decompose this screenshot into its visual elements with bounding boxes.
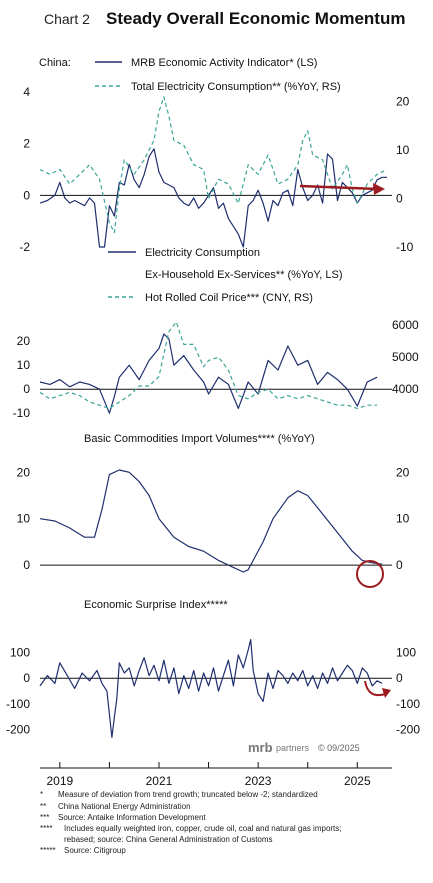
series-line-2-2: [39, 321, 378, 409]
right-tick-label: 20: [396, 95, 410, 109]
left-tick-label: -2: [19, 240, 30, 254]
trend-arrow-line: [299, 184, 379, 191]
footnote-text: Includes equally weighted iron, copper, …: [64, 824, 342, 833]
highlight-circle: [356, 560, 384, 588]
left-tick-label: -100: [6, 697, 30, 711]
left-tick-label: 20: [17, 465, 31, 479]
left-tick-label: 2: [23, 137, 30, 151]
footnote-text: Measure of deviation from trend growth; …: [58, 790, 318, 799]
left-tick-label: 0: [23, 558, 30, 572]
chart-header: Chart 2 Steady Overall Economic Momentum: [0, 0, 433, 40]
brand-copyright: © 09/2025: [318, 743, 360, 753]
trend-arrow-head: [373, 183, 385, 195]
brand-logo: mrb: [248, 740, 273, 755]
left-tick-label: -10: [13, 406, 31, 420]
legend-label-ex-household-line1: Electricity Consumption: [145, 247, 260, 259]
left-tick-label: 100: [10, 645, 30, 659]
chart-canvas: 420-220100-1020100-106000500040002010020…: [6, 57, 420, 788]
right-tick-label: 0: [396, 558, 403, 572]
right-tick-label: 6000: [392, 318, 419, 332]
footnote-mark: *: [40, 790, 44, 799]
left-tick-label: -200: [6, 723, 30, 737]
legend-label-electricity: Total Electricity Consumption** (%YoY, R…: [131, 81, 341, 93]
left-tick-label: 4: [23, 85, 30, 99]
panel-title-commodities: Basic Commodities Import Volumes**** (%Y…: [84, 433, 315, 445]
footnote-text: China National Energy Administration: [58, 802, 191, 811]
right-tick-label: 0: [396, 192, 403, 206]
legend-label-hrc: Hot Rolled Coil Price*** (CNY, RS): [145, 292, 313, 304]
curved-arrow-line: [364, 680, 386, 697]
footnote-mark: **: [40, 802, 47, 811]
right-tick-label: 0: [396, 671, 403, 685]
footnote-text: rebased; source: China General Administr…: [64, 835, 273, 844]
right-tick-label: -100: [396, 697, 420, 711]
footnote-mark: ****: [40, 824, 53, 833]
x-tick-label: 2025: [344, 774, 371, 788]
x-tick-label: 2021: [146, 774, 173, 788]
right-tick-label: 4000: [392, 382, 419, 396]
left-tick-label: 20: [17, 334, 31, 348]
left-tick-label: 0: [23, 671, 30, 685]
chart-number-label: Chart 2: [44, 11, 90, 27]
brand-partners: partners: [276, 743, 310, 753]
series-line-4-1: [39, 638, 383, 739]
right-tick-label: 10: [396, 512, 410, 526]
country-label: China:: [39, 57, 71, 69]
footnote-text: Source: Citigroup: [64, 846, 126, 855]
series-line-1-2: [39, 96, 388, 234]
series-line-1-1: [39, 148, 387, 248]
legend-label-activity: MRB Economic Activity Indicator* (LS): [131, 57, 317, 69]
footnotes: * Measure of deviation from trend growth;…: [0, 790, 433, 883]
right-tick-label: 10: [396, 143, 410, 157]
right-tick-label: 20: [396, 465, 410, 479]
panel-title-surprise: Economic Surprise Index*****: [84, 599, 228, 611]
left-tick-label: 0: [23, 188, 30, 202]
right-tick-label: -10: [396, 240, 414, 254]
legend-label-ex-household-line2: Ex-Household Ex-Services** (%YoY, LS): [145, 269, 342, 281]
curved-arrow-head: [382, 688, 391, 698]
chart-title: Steady Overall Economic Momentum: [106, 9, 406, 28]
right-tick-label: -200: [396, 723, 420, 737]
left-tick-label: 10: [17, 358, 31, 372]
x-tick-label: 2019: [46, 774, 73, 788]
footnote-mark: ***: [40, 813, 50, 822]
series-line-2-1: [39, 333, 378, 414]
left-tick-label: 10: [17, 512, 31, 526]
series-line-3-1: [39, 469, 383, 573]
footnote-mark: *****: [40, 846, 56, 855]
right-tick-label: 100: [396, 645, 416, 659]
right-tick-label: 5000: [392, 350, 419, 364]
footnote-text: Source: Antaike Information Development: [58, 813, 206, 822]
left-tick-label: 0: [23, 382, 30, 396]
x-tick-label: 2023: [245, 774, 272, 788]
